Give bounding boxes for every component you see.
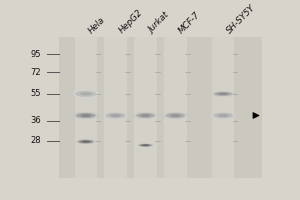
Text: 72: 72 [30, 68, 41, 77]
Ellipse shape [76, 139, 95, 144]
Bar [164, 37, 187, 178]
Ellipse shape [140, 114, 151, 117]
Ellipse shape [75, 91, 96, 97]
Ellipse shape [214, 92, 232, 96]
Ellipse shape [78, 140, 93, 143]
Ellipse shape [218, 114, 229, 117]
Ellipse shape [134, 112, 158, 119]
Text: 55: 55 [31, 89, 41, 98]
Ellipse shape [213, 113, 233, 118]
Ellipse shape [76, 113, 95, 118]
Ellipse shape [142, 145, 149, 146]
Ellipse shape [73, 112, 98, 119]
Text: 28: 28 [30, 136, 41, 145]
Ellipse shape [140, 144, 152, 146]
Ellipse shape [72, 89, 99, 98]
Ellipse shape [103, 112, 128, 119]
Ellipse shape [170, 114, 181, 117]
Text: Hela: Hela [87, 15, 107, 35]
Ellipse shape [80, 114, 91, 117]
Text: Jurkat: Jurkat [147, 11, 171, 35]
Text: 95: 95 [31, 50, 41, 59]
Bar [212, 37, 234, 178]
Ellipse shape [212, 91, 235, 97]
Ellipse shape [136, 113, 155, 118]
Ellipse shape [82, 141, 90, 143]
Ellipse shape [138, 143, 153, 147]
Bar [134, 37, 157, 178]
Bar [75, 37, 97, 178]
Ellipse shape [218, 93, 228, 95]
Ellipse shape [163, 112, 188, 119]
Bar [104, 37, 127, 178]
Ellipse shape [106, 113, 125, 118]
Ellipse shape [80, 92, 92, 96]
Text: MCF-7: MCF-7 [177, 10, 202, 35]
Ellipse shape [210, 111, 236, 120]
Text: HepG2: HepG2 [117, 8, 144, 35]
Bar [59, 37, 262, 178]
Text: SH-SY5Y: SH-SY5Y [225, 3, 257, 35]
Ellipse shape [166, 113, 185, 118]
Text: 36: 36 [30, 116, 41, 125]
Ellipse shape [110, 114, 121, 117]
